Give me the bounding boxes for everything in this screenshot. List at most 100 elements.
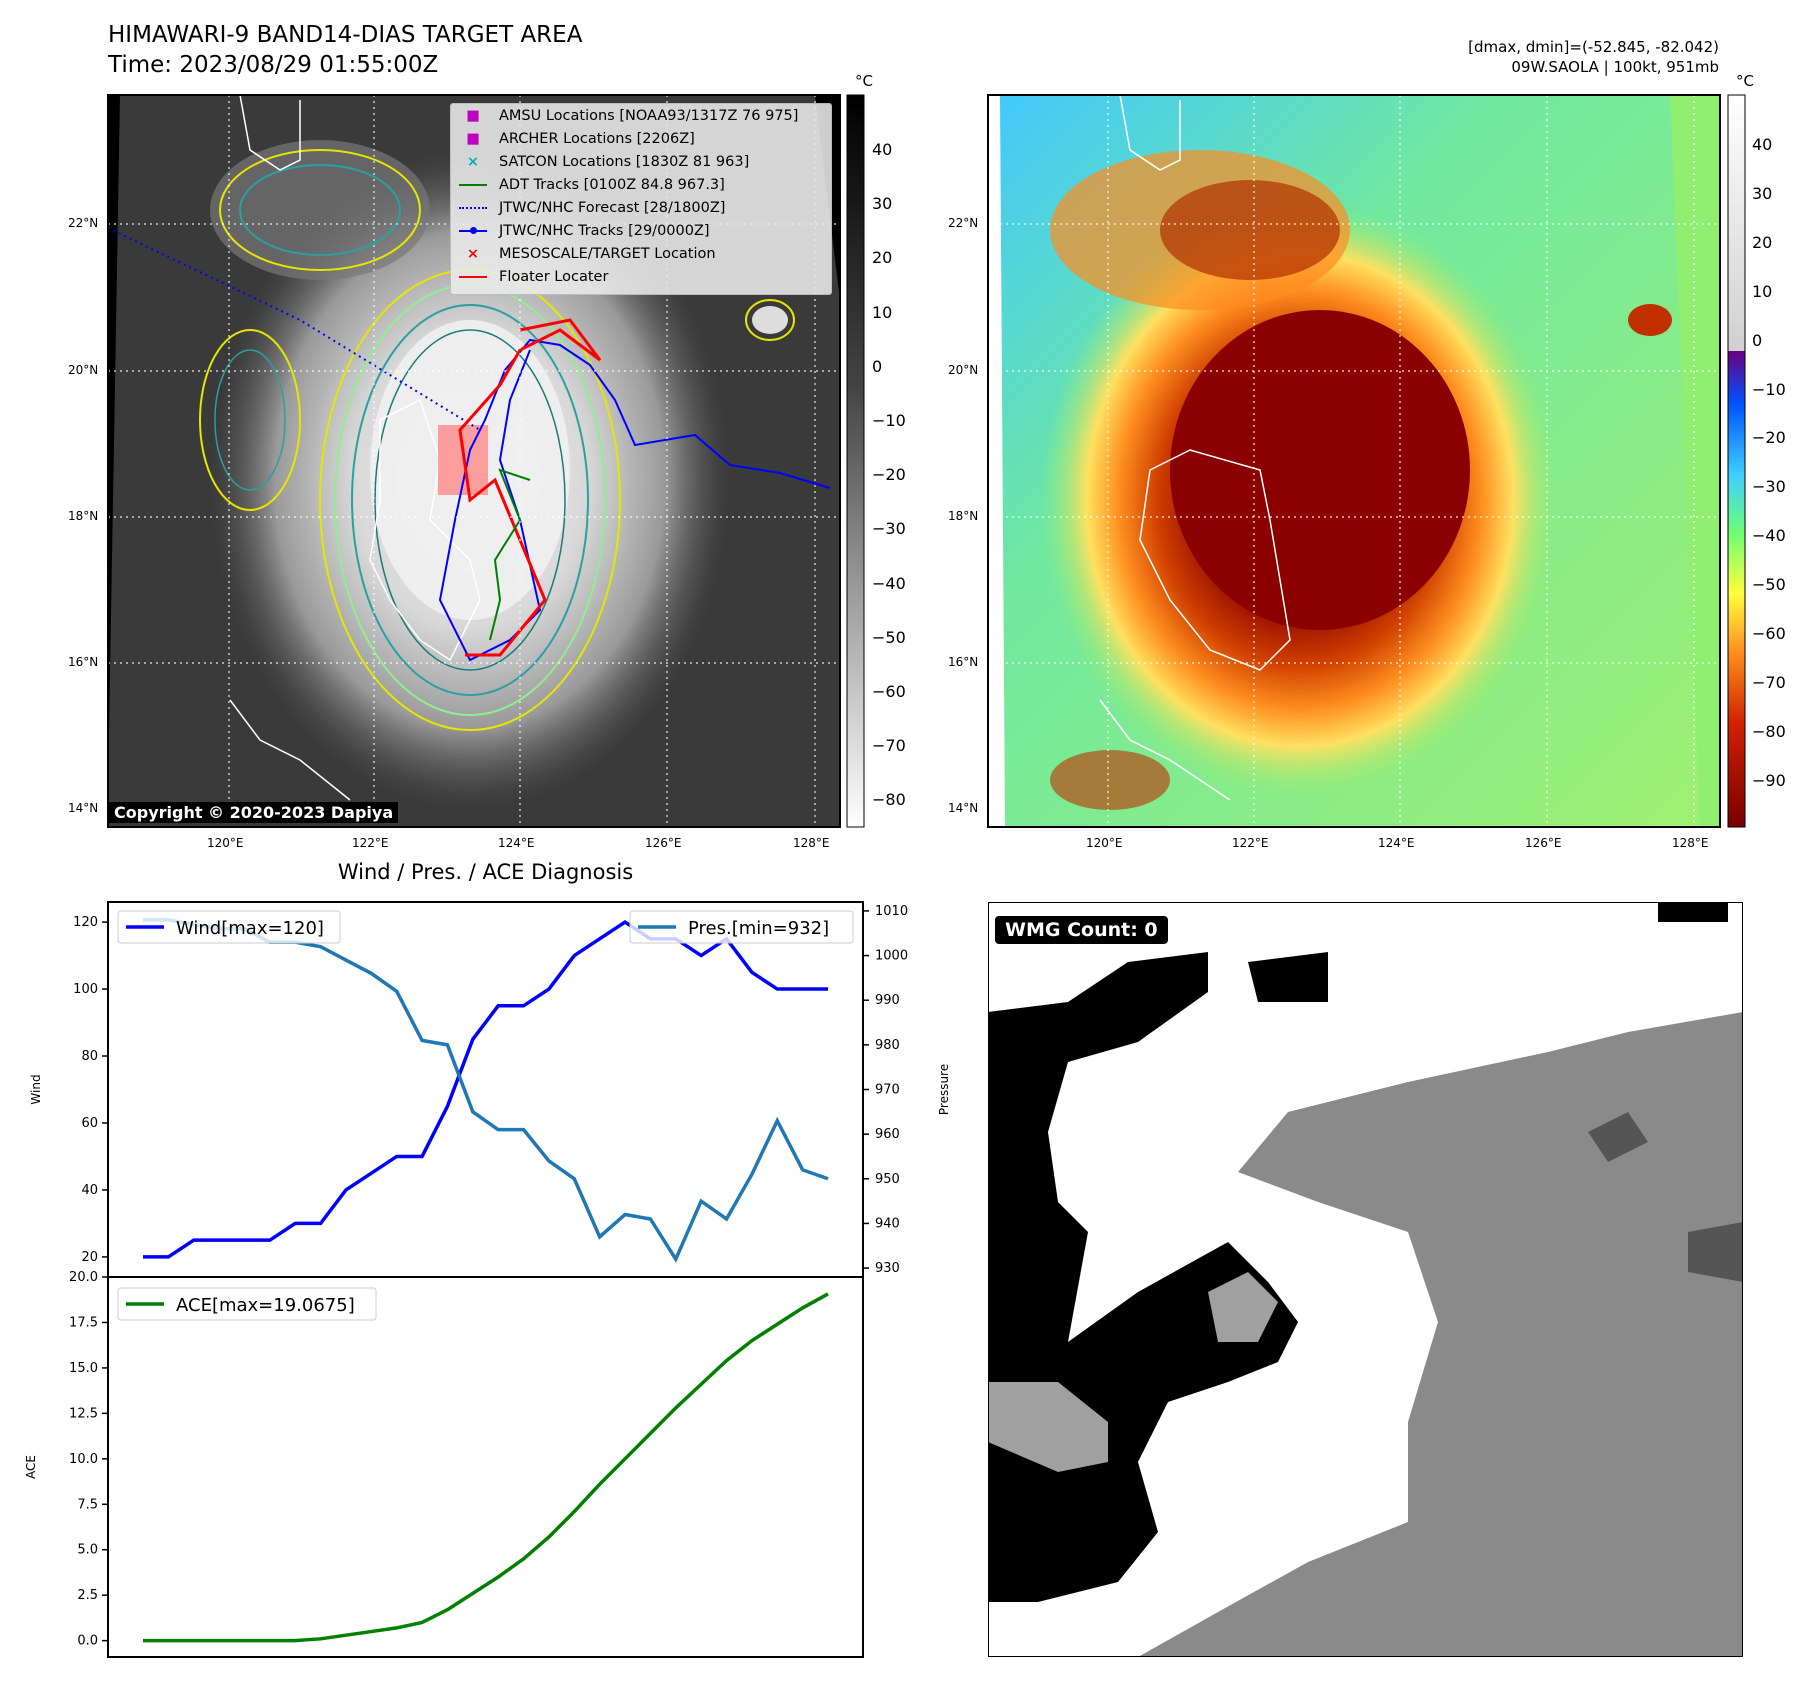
wind-tick-label: 80 xyxy=(81,1049,98,1064)
colorbar-tick-label: −60 xyxy=(1752,624,1786,643)
colorbar-tick-label: −10 xyxy=(1752,379,1786,399)
map-axis-label: 20°N xyxy=(68,363,99,377)
map-axis-label: 126°E xyxy=(645,836,682,850)
map-axis-label: 14°N xyxy=(68,801,99,815)
pressure-series-line xyxy=(143,918,829,1263)
left-map-legend: ■ AMSU Locations [NOAA93/1317Z 76 975] ■ A… xyxy=(450,103,832,295)
right-colorbar xyxy=(1727,94,1746,828)
figure-title: HIMAWARI-9 BAND14-DIAS TARGET AREA xyxy=(108,22,583,48)
map-axis-label: 16°N xyxy=(948,655,979,669)
map-axis-label: 124°E xyxy=(1378,836,1415,850)
wmg-gray-region xyxy=(1138,1012,1743,1657)
colorbar-tick-label: −40 xyxy=(872,573,906,593)
colorbar-tick-label: 30 xyxy=(872,194,893,214)
pressure-tick-label: 1000 xyxy=(875,949,908,964)
colorbar-tick-label: 10 xyxy=(872,302,893,322)
colorbar-tick-label: −70 xyxy=(872,736,906,756)
map-axis-label: 124°E xyxy=(498,836,535,850)
dmax-dmin-text: [dmax, dmin]=(-52.845, -82.042) xyxy=(1468,38,1719,56)
ace-tick-label: 0.0 xyxy=(77,1634,98,1649)
legend-entry: × MESOSCALE/TARGET Location xyxy=(459,246,716,262)
pressure-tick-label: 960 xyxy=(875,1127,900,1142)
ace-tick-label: 7.5 xyxy=(77,1497,98,1512)
wind-series-line xyxy=(143,919,828,1259)
ace-tick-label: 17.5 xyxy=(69,1315,98,1330)
map-axis-label: 18°N xyxy=(68,509,99,523)
ace-legend-box xyxy=(117,1287,377,1321)
colorbar-tick-label: −80 xyxy=(1752,721,1786,741)
colorbar-tick-label: 30 xyxy=(1752,183,1773,203)
wind-legend-label: Wind[max=120] xyxy=(176,918,324,939)
colorbar-tick-label: 40 xyxy=(872,140,893,159)
ace-tick-label: 2.5 xyxy=(77,1588,98,1603)
left-map-panel xyxy=(107,94,865,828)
colorbar-tick-label: −20 xyxy=(1752,428,1786,448)
ace-axes-frame xyxy=(107,1276,864,1658)
map-axis-label: 20°N xyxy=(948,363,979,377)
diagnosis-title: Wind / Pres. / ACE Diagnosis xyxy=(337,860,634,884)
right-colorbar-unit: °C xyxy=(1736,72,1754,90)
wind-axis-label: Wind xyxy=(29,1074,43,1104)
ace-legend-label: ACE[max=19.0675] xyxy=(176,1295,355,1316)
wind-tick-label: 40 xyxy=(81,1183,98,1198)
legend-marker-line xyxy=(459,184,487,186)
wmg-panel xyxy=(988,902,1743,1657)
legend-marker-x: × xyxy=(466,154,480,170)
map-axis-label: 128°E xyxy=(793,836,830,850)
legend-marker-square: ■ xyxy=(466,108,480,124)
colorbar-tick-label: 20 xyxy=(872,248,893,268)
ace-series-line xyxy=(143,1292,829,1643)
map-axis-label: 120°E xyxy=(207,836,244,850)
wind-legend-box xyxy=(117,910,341,944)
ace-tick-label: 12.5 xyxy=(69,1406,98,1421)
wmg-count-label: WMG Count: 0 xyxy=(995,916,1168,944)
pressure-tick-label: 1010 xyxy=(875,904,908,919)
colorbar-tick-label: −50 xyxy=(1752,575,1786,595)
map-axis-label: 120°E xyxy=(1086,836,1123,850)
legend-marker-line-dot xyxy=(459,227,487,234)
ace-tick-label: 20.0 xyxy=(69,1270,98,1285)
map-axis-label: 22°N xyxy=(68,216,99,230)
map-axis-label: 14°N xyxy=(948,801,979,815)
map-axis-label: 16°N xyxy=(68,655,99,669)
pressure-tick-label: 970 xyxy=(875,1083,900,1098)
legend-entry: × SATCON Locations [1830Z 81 963] xyxy=(459,154,749,170)
colorbar-tick-label: −60 xyxy=(872,682,906,701)
colorbar-tick-label: −90 xyxy=(1752,770,1786,790)
storm-info-text: 09W.SAOLA | 100kt, 951mb xyxy=(1511,58,1719,76)
map-axis-label: 128°E xyxy=(1672,836,1709,850)
legend-marker-square: ■ xyxy=(466,131,480,147)
pressure-tick-label: 940 xyxy=(875,1216,900,1231)
legend-entry: ■ ARCHER Locations [2206Z] xyxy=(459,131,695,147)
colorbar-tick-label: −10 xyxy=(872,411,906,430)
colorbar-tick-label: −20 xyxy=(872,465,906,485)
copyright-label: Copyright © 2020-2023 Dapiya xyxy=(109,802,399,823)
map-axis-label: 18°N xyxy=(948,509,979,523)
legend-marker-line xyxy=(459,276,487,278)
legend-entry: JTWC/NHC Forecast [28/1800Z] xyxy=(459,200,725,216)
colorbar-tick-label: 40 xyxy=(1752,135,1773,154)
map-axis-label: 122°E xyxy=(352,836,389,850)
ace-tick-label: 5.0 xyxy=(77,1543,98,1558)
colorbar-tick-label: 20 xyxy=(1752,232,1773,252)
adt-track xyxy=(489,468,531,641)
colorbar-tick-label: 0 xyxy=(872,356,883,376)
ace-tick-label: 15.0 xyxy=(69,1361,98,1376)
legend-entry: ADT Tracks [0100Z 84.8 967.3] xyxy=(459,177,725,193)
legend-entry: ■ AMSU Locations [NOAA93/1317Z 76 975] xyxy=(459,108,798,124)
left-colorbar xyxy=(846,94,865,828)
pressure-axis-label: Pressure xyxy=(937,1064,951,1115)
colorbar-tick-label: 10 xyxy=(1752,281,1773,301)
right-map-panel xyxy=(987,94,1746,828)
pressure-tick-label: 930 xyxy=(875,1261,900,1276)
wind-tick-label: 20 xyxy=(81,1250,98,1265)
colorbar-tick-label: −40 xyxy=(1752,526,1786,546)
wind-pressure-axes-frame xyxy=(107,901,864,1278)
colorbar-tick-label: −70 xyxy=(1752,672,1786,692)
colorbar-tick-label: −50 xyxy=(872,627,906,647)
ace-tick-label: 10.0 xyxy=(69,1452,98,1467)
colorbar-tick-label: 0 xyxy=(1752,330,1763,350)
colorbar-tick-label: −30 xyxy=(872,519,906,539)
map-axis-label: 122°E xyxy=(1232,836,1269,850)
colorbar-tick-label: −80 xyxy=(872,790,906,810)
